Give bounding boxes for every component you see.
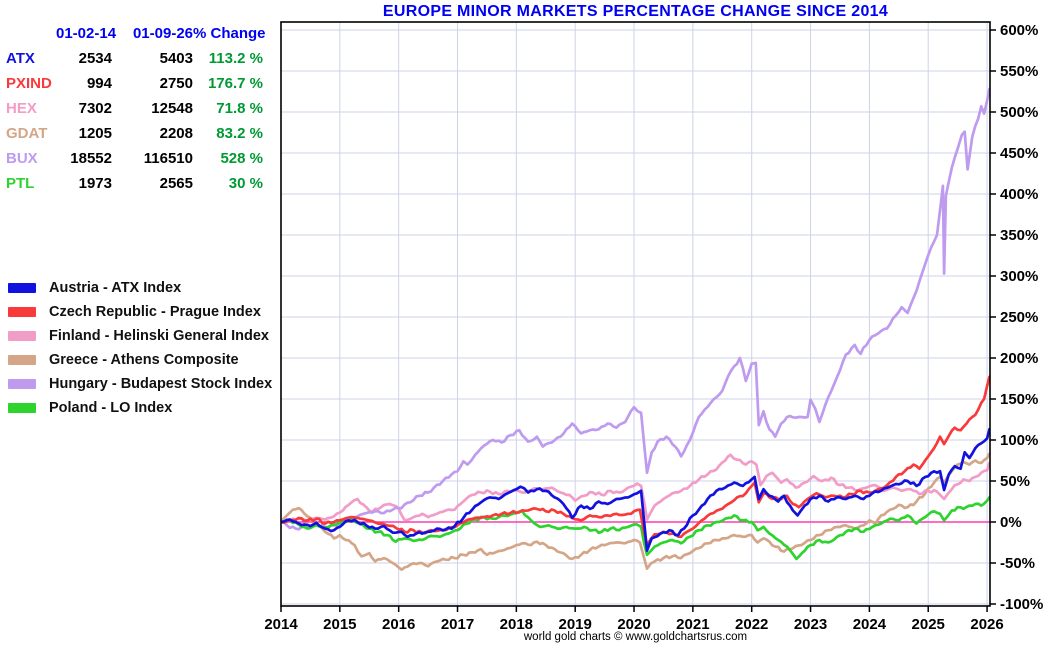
- symbol-label: PTL: [6, 175, 35, 192]
- y-axis-tick-label: -50%: [1000, 555, 1035, 572]
- y-axis-tick-label: 50%: [1000, 473, 1030, 490]
- y-axis-tick-label: 350%: [1000, 227, 1038, 244]
- start-value: 7302: [78, 100, 112, 117]
- symbol-label: GDAT: [6, 125, 48, 142]
- plot-border: [280, 21, 991, 607]
- table-row-atx: ATX 2534 5403 113.2 %: [6, 46, 263, 71]
- symbol-label: BUX: [6, 150, 38, 167]
- end-value: 116510: [143, 150, 193, 167]
- start-value: 18552: [70, 150, 112, 167]
- legend-swatch-pxind: [8, 307, 36, 317]
- symbol-label: PXIND: [6, 75, 52, 92]
- legend-label: Austria - ATX Index: [49, 280, 182, 296]
- table-row-gdat: GDAT 1205 2208 83.2 %: [6, 121, 263, 146]
- copyright-note: world gold charts © www.goldchartsrus.co…: [523, 631, 748, 643]
- pct-change-value: 113.2 %: [208, 50, 263, 67]
- legend-item-pxind: Czech Republic - Prague Index: [8, 300, 272, 324]
- end-value: 2565: [159, 175, 193, 192]
- y-axis-tick-label: 100%: [1000, 432, 1038, 449]
- start-value: 2534: [78, 50, 112, 67]
- y-axis-tick-label: 250%: [1000, 309, 1038, 326]
- symbol-label: ATX: [6, 50, 35, 67]
- end-value: 12548: [151, 100, 193, 117]
- start-value: 994: [86, 75, 112, 92]
- symbol-label: HEX: [6, 100, 37, 117]
- pct-change-value: 83.2 %: [216, 125, 263, 142]
- y-axis-tick-label: 150%: [1000, 391, 1038, 408]
- series-line-ptl: [281, 496, 990, 561]
- stats-header-row: 01-02-14 01-09-26 % Change: [6, 21, 266, 46]
- series-line-gdat: [281, 452, 990, 571]
- legend-swatch-bux: [8, 379, 36, 389]
- legend-item-ptl: Poland - LO Index: [8, 396, 272, 420]
- series-line-bux: [281, 87, 990, 531]
- col-header-start-date: 01-02-14: [56, 25, 117, 42]
- legend-swatch-hex: [8, 331, 36, 341]
- y-axis-tick-label: 400%: [1000, 186, 1038, 203]
- legend-item-atx: Austria - ATX Index: [8, 276, 272, 300]
- start-value: 1205: [78, 125, 112, 142]
- legend-swatch-gdat: [8, 355, 36, 365]
- pct-change-value: 71.8 %: [216, 100, 263, 117]
- legend-label: Finland - Helinski General Index: [49, 328, 269, 344]
- legend-swatch-atx: [8, 283, 36, 293]
- series-line-pxind: [281, 375, 990, 547]
- y-axis-tick-label: 200%: [1000, 350, 1038, 367]
- table-row-pxind: PXIND 994 2750 176.7 %: [6, 71, 263, 96]
- legend-label: Poland - LO Index: [49, 400, 173, 416]
- y-axis-tick-label: 450%: [1000, 145, 1038, 162]
- stats-table: 01-02-14 01-09-26 % Change ATX 2534 5403…: [6, 21, 266, 196]
- pct-change-value: 528 %: [220, 150, 263, 167]
- legend-item-gdat: Greece - Athens Composite: [8, 348, 272, 372]
- table-row-bux: BUX 18552 116510 528 %: [6, 146, 263, 171]
- table-row-hex: HEX 7302 12548 71.8 %: [6, 96, 263, 121]
- start-value: 1973: [78, 175, 112, 192]
- y-axis-tick-label: 0%: [1000, 514, 1022, 531]
- legend-item-hex: Finland - Helinski General Index: [8, 324, 272, 348]
- col-header-pct-change: % Change: [193, 25, 266, 42]
- pct-change-value: 30 %: [228, 175, 263, 192]
- y-axis-tick-label: -100%: [1000, 596, 1043, 613]
- end-value: 2750: [159, 75, 193, 92]
- chart-title: EUROPE MINOR MARKETS PERCENTAGE CHANGE S…: [382, 3, 889, 20]
- legend-item-bux: Hungary - Budapest Stock Index: [8, 372, 272, 396]
- y-axis-tick-label: 300%: [1000, 268, 1038, 285]
- end-value: 2208: [159, 125, 193, 142]
- legend-swatch-ptl: [8, 403, 36, 413]
- table-row-ptl: PTL 1973 2565 30 %: [6, 171, 263, 196]
- end-value: 5403: [159, 50, 193, 67]
- pct-change-value: 176.7 %: [207, 75, 263, 92]
- legend-label: Greece - Athens Composite: [49, 352, 239, 368]
- y-axis-tick-label: 600%: [1000, 22, 1038, 39]
- legend-label: Czech Republic - Prague Index: [49, 304, 261, 320]
- series-line-atx: [281, 427, 990, 553]
- legend-label: Hungary - Budapest Stock Index: [49, 376, 273, 392]
- y-axis-tick-label: 550%: [1000, 63, 1038, 80]
- y-axis-tick-label: 500%: [1000, 104, 1038, 121]
- col-header-end-date: 01-09-26: [132, 25, 193, 42]
- legend: Austria - ATX Index Czech Republic - Pra…: [8, 276, 272, 420]
- series-line-hex: [281, 453, 990, 524]
